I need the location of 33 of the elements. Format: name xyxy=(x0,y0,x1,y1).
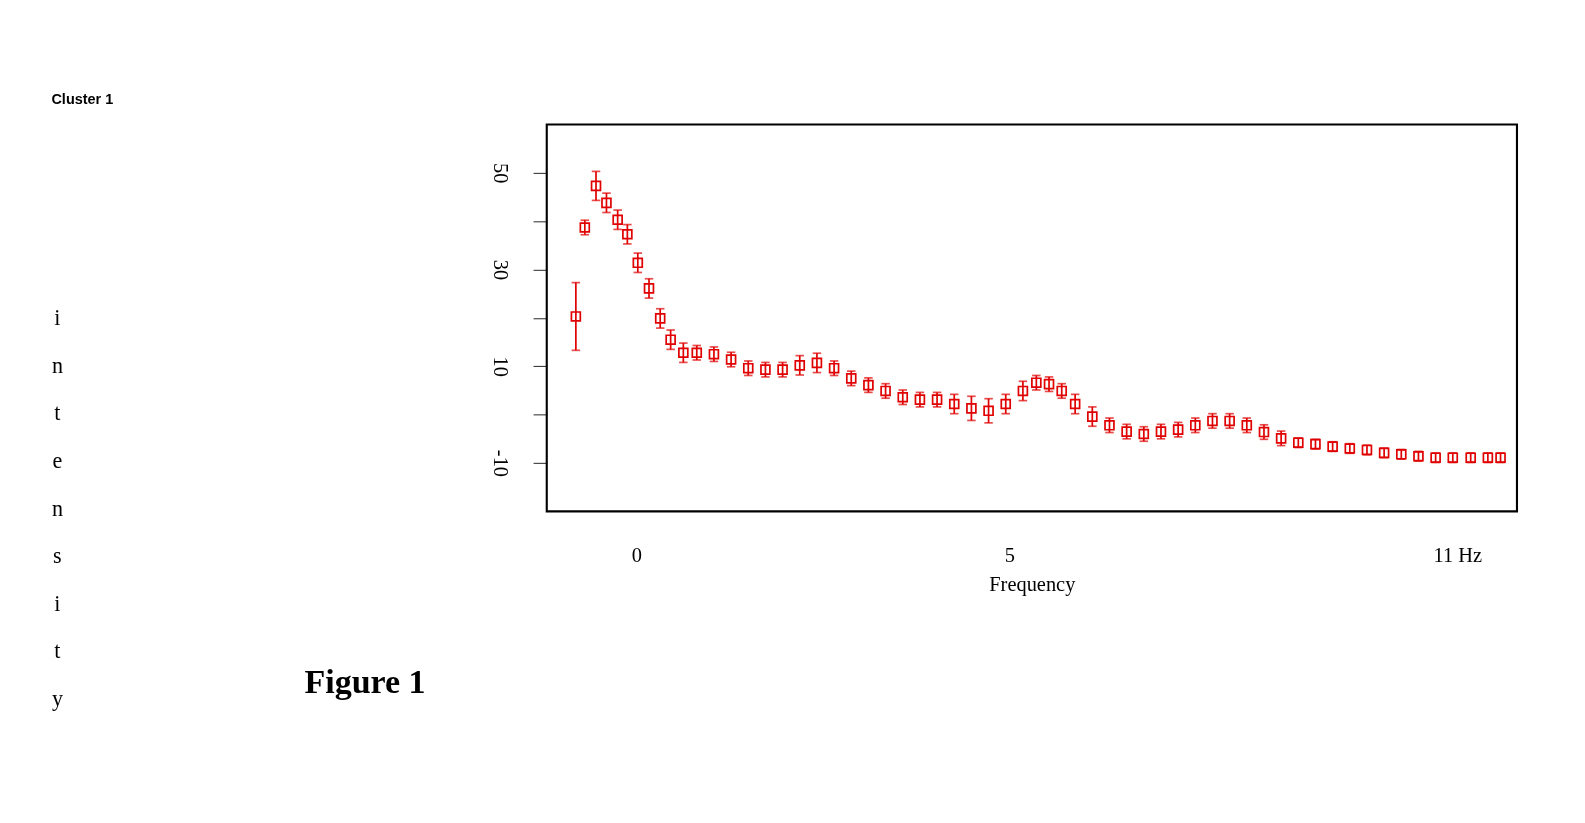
point xyxy=(777,364,788,375)
point xyxy=(665,334,676,345)
point xyxy=(612,214,623,226)
point xyxy=(966,403,977,414)
point xyxy=(590,180,602,192)
point xyxy=(794,360,806,371)
y-tick-label: 30 xyxy=(489,259,512,281)
point xyxy=(760,364,771,375)
y-tick-label: 10 xyxy=(489,356,512,377)
point xyxy=(570,311,582,322)
point xyxy=(654,313,666,324)
y-tick-label: -10 xyxy=(489,449,512,478)
y-tick-label: 50 xyxy=(489,163,512,184)
point xyxy=(601,197,612,209)
point xyxy=(1069,398,1081,410)
point xyxy=(845,373,857,384)
point xyxy=(678,347,689,359)
point xyxy=(622,228,633,240)
point xyxy=(983,405,994,417)
point xyxy=(1000,398,1012,410)
x-tick-label: 0 xyxy=(631,543,642,566)
x-tick-label: 5 xyxy=(1004,543,1015,566)
point xyxy=(1087,411,1098,422)
caption: Figure 1 xyxy=(304,663,426,701)
x-tick-label: 11 Hz xyxy=(1433,543,1482,566)
text: intensity xyxy=(51,305,63,712)
point xyxy=(632,257,644,269)
x-axis-title: Frequency xyxy=(989,572,1077,596)
point xyxy=(811,357,823,369)
text: Cluster 1 xyxy=(51,91,114,108)
point xyxy=(643,283,655,294)
point xyxy=(948,398,960,410)
point xyxy=(1017,385,1029,397)
